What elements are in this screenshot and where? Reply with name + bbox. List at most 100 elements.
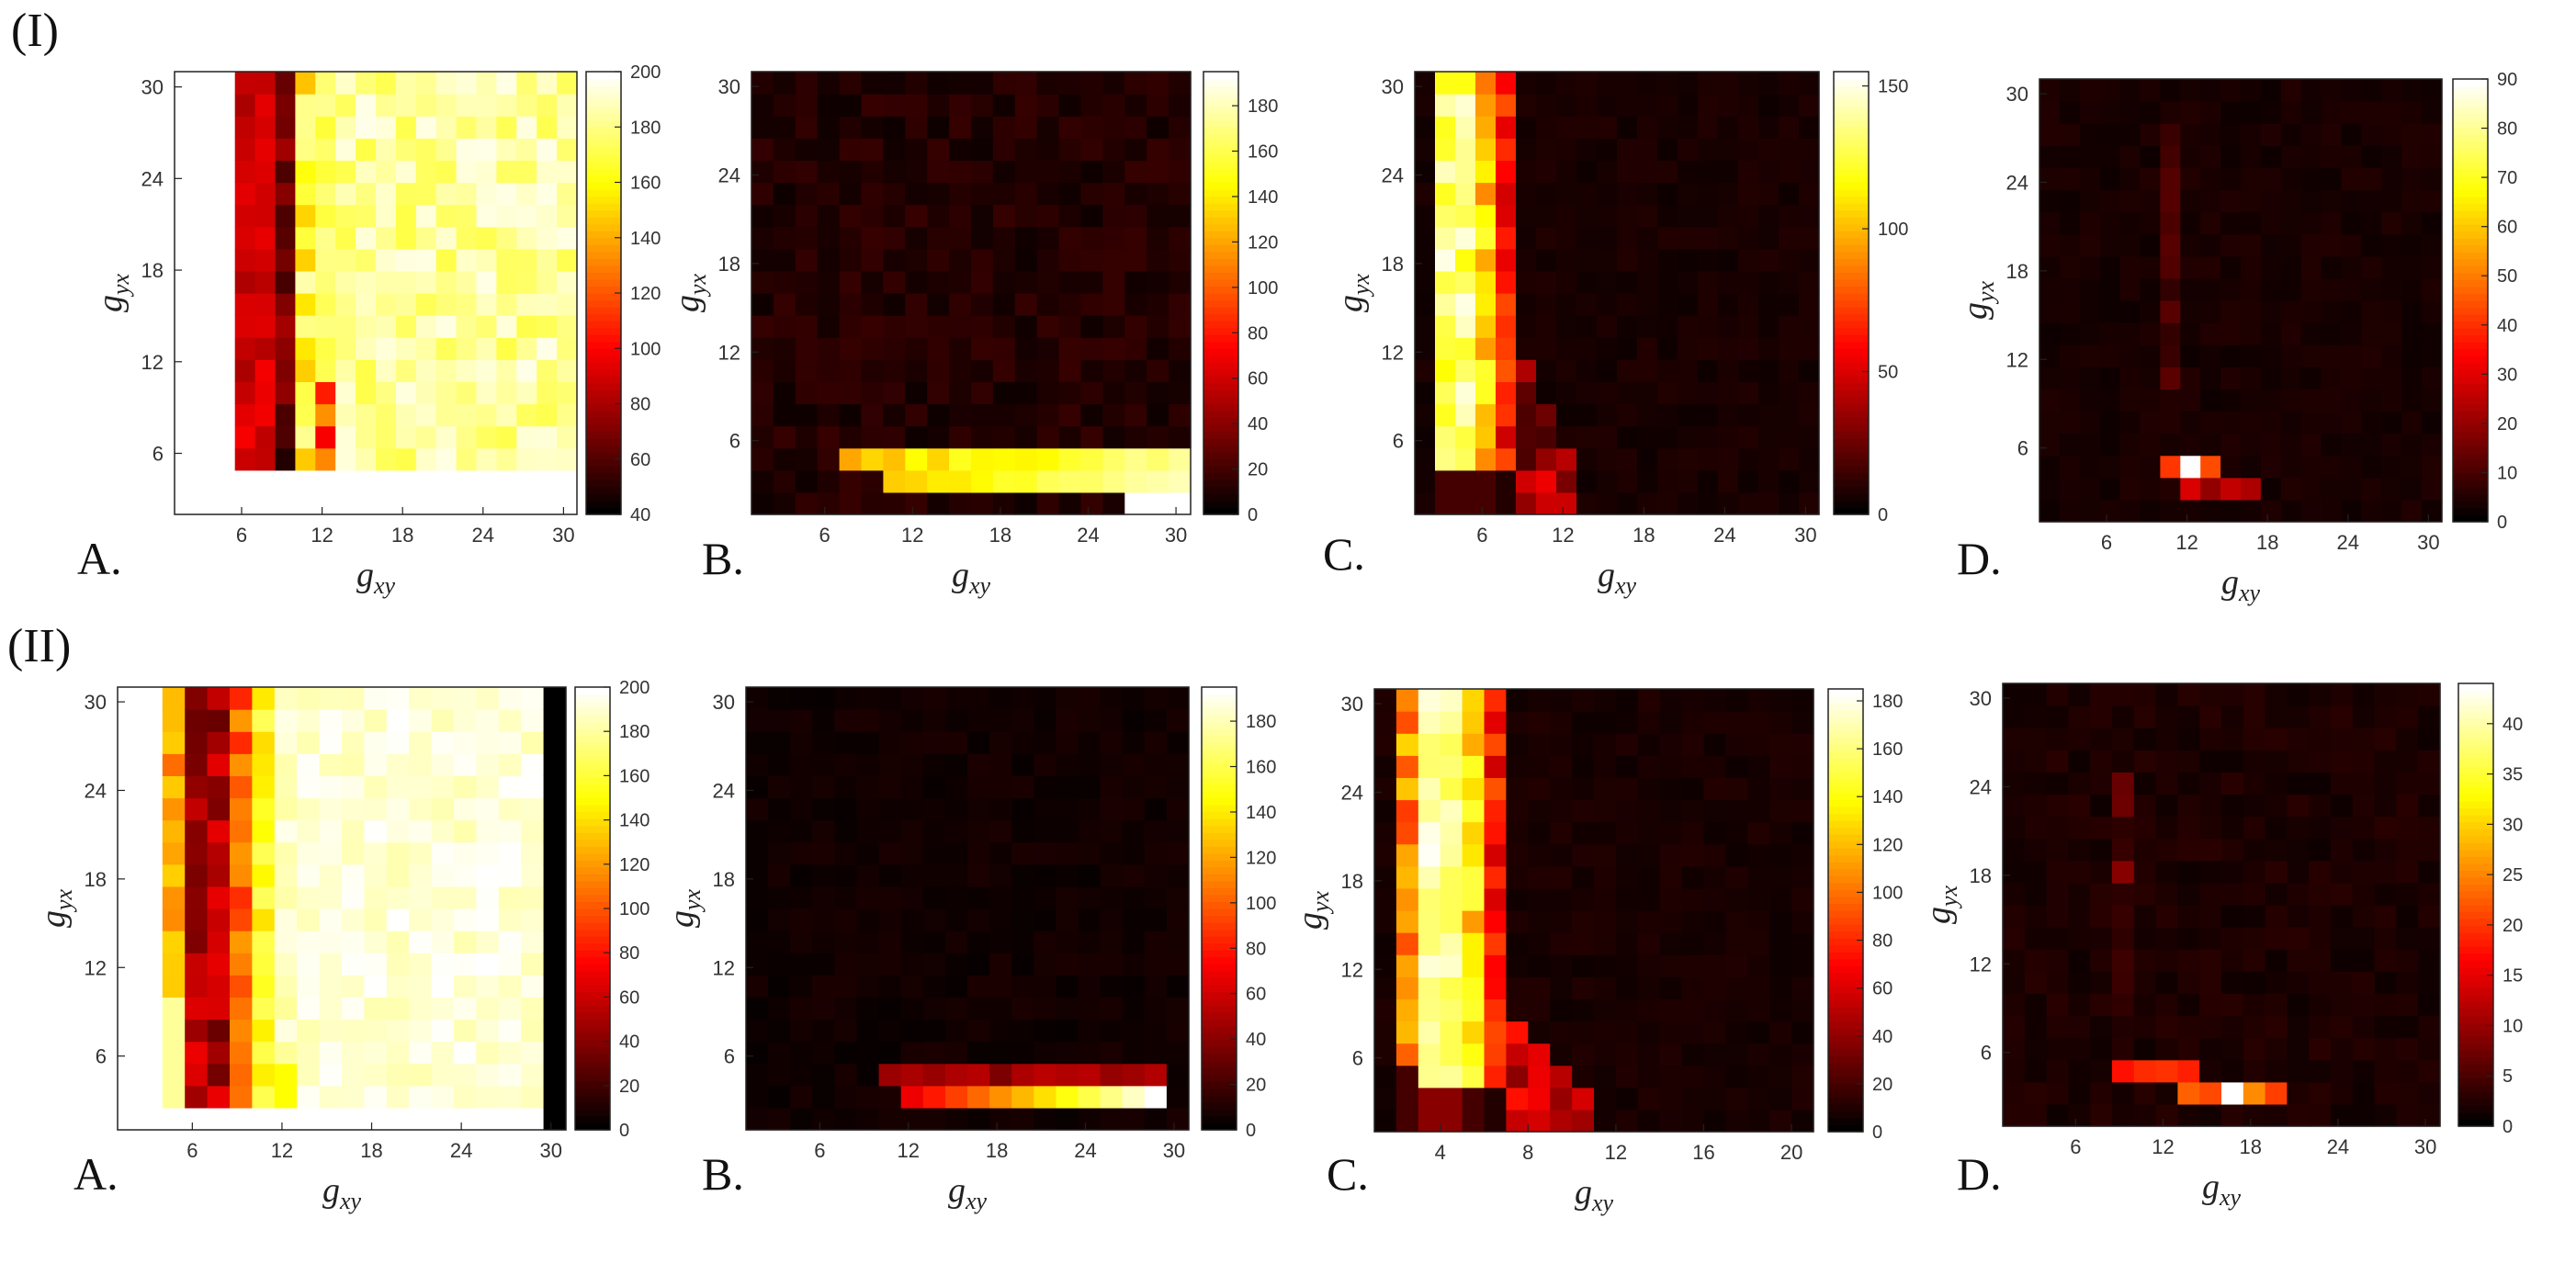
heatmap-cell (1440, 865, 1463, 889)
heatmap-cell (342, 687, 365, 710)
heatmap-cell (2221, 705, 2244, 728)
heatmap-cell (1594, 1109, 1617, 1133)
heatmap-cell (1698, 270, 1719, 294)
heatmap-cell (1374, 932, 1397, 955)
heatmap-cell (856, 753, 880, 776)
heatmap-cell (1617, 138, 1638, 161)
heatmap-cell (2024, 1081, 2048, 1105)
heatmap-cell (1637, 1021, 1661, 1044)
heatmap-cell (476, 687, 500, 710)
heatmap-cell (2374, 927, 2397, 950)
heatmap-cell (1036, 226, 1060, 250)
heatmap-cell (207, 797, 231, 821)
heatmap-cell (1758, 182, 1779, 206)
colorbar-step (2453, 473, 2488, 481)
heatmap-cell (1637, 733, 1661, 756)
heatmap-cell (1034, 797, 1056, 821)
heatmap-cell (773, 270, 797, 294)
heatmap-cell (1415, 469, 1436, 493)
heatmap-cell (175, 359, 196, 382)
heatmap-cell (319, 997, 343, 1021)
heatmap-cell (1078, 953, 1102, 976)
heatmap-cell (356, 204, 377, 228)
colorbar-frame (1203, 71, 1239, 515)
heatmap-cell (543, 863, 567, 887)
heatmap-cell (1659, 1043, 1683, 1066)
heatmap-cell (2140, 411, 2161, 434)
heatmap-cell (1484, 998, 1507, 1022)
heatmap-cell (1637, 932, 1661, 955)
colorbar-step (1834, 479, 1869, 488)
heatmap-cell (1637, 777, 1661, 801)
heatmap-cell (1147, 248, 1169, 272)
heatmap-cell (1597, 425, 1618, 449)
heatmap-cell (834, 953, 858, 976)
heatmap-cell (922, 1041, 946, 1065)
heatmap-cell (214, 116, 236, 139)
heatmap-cell (812, 753, 835, 776)
heatmap-cell (214, 381, 236, 405)
heatmap-cell (2321, 322, 2343, 345)
heatmap-cell (1455, 381, 1476, 405)
heatmap-cell (768, 931, 791, 953)
heatmap-cell (140, 975, 164, 998)
heatmap-cell (1769, 711, 1792, 734)
heatmap-cell (795, 270, 819, 294)
heatmap-cell (2331, 1081, 2354, 1105)
colorbar-tick-label: 100 (1246, 894, 1276, 914)
heatmap-cell (162, 753, 186, 776)
heatmap-cell (1637, 954, 1661, 977)
heatmap-cell (2199, 971, 2222, 994)
heatmap-cell (1147, 94, 1169, 117)
heatmap-cell (194, 447, 216, 471)
heatmap-cell (834, 908, 858, 931)
heatmap-cell (1144, 931, 1168, 953)
heatmap-cell (1536, 138, 1557, 161)
heatmap-cell (856, 886, 880, 909)
colorbar-tick-label: 40 (630, 505, 650, 525)
heatmap-cell (2381, 145, 2402, 168)
heatmap-cell (1124, 270, 1147, 294)
colorbar-step (2458, 704, 2493, 712)
heatmap-cell (839, 425, 863, 449)
heatmap-cell (2059, 389, 2081, 412)
colorbar-step (2458, 1111, 2493, 1121)
heatmap-cell (295, 425, 316, 449)
heatmap-cell (537, 116, 558, 139)
heatmap-cell (2133, 860, 2157, 884)
colorbar-step (1828, 772, 1863, 780)
heatmap-cell (2361, 389, 2382, 412)
heatmap-cell (746, 886, 769, 909)
heatmap-cell (971, 160, 994, 184)
heatmap-cell (335, 94, 356, 117)
heatmap-cell (2199, 1103, 2222, 1127)
heatmap-cell (971, 226, 994, 250)
heatmap-cell (516, 270, 537, 294)
heatmap-cell (1536, 248, 1557, 272)
heatmap-cell (2221, 816, 2244, 840)
heatmap-cell (2220, 79, 2242, 102)
y-tick-label: 18 (2006, 260, 2028, 283)
heatmap-cell (2140, 277, 2161, 301)
heatmap-cell (773, 491, 797, 515)
heatmap-cell (2068, 860, 2091, 884)
heatmap-cell (1011, 753, 1034, 776)
colorbar-step (1202, 1054, 1237, 1062)
heatmap-cell (252, 797, 276, 821)
heatmap-cell (834, 775, 858, 799)
heatmap-cell (1475, 116, 1497, 139)
heatmap-cell (1102, 447, 1125, 471)
heatmap-cell (2280, 123, 2302, 146)
heatmap-cell (2039, 455, 2061, 479)
heatmap-cell (2300, 167, 2322, 191)
heatmap-cell (1415, 116, 1436, 139)
heatmap-cell (2099, 123, 2121, 146)
heatmap-cell (252, 1041, 276, 1065)
heatmap-cell (1758, 160, 1779, 184)
heatmap-cell (295, 116, 316, 139)
heatmap-cell (1122, 1041, 1146, 1065)
colorbar-step (575, 977, 610, 986)
x-tick-label: 6 (186, 1139, 198, 1162)
heatmap-cell (234, 491, 256, 515)
